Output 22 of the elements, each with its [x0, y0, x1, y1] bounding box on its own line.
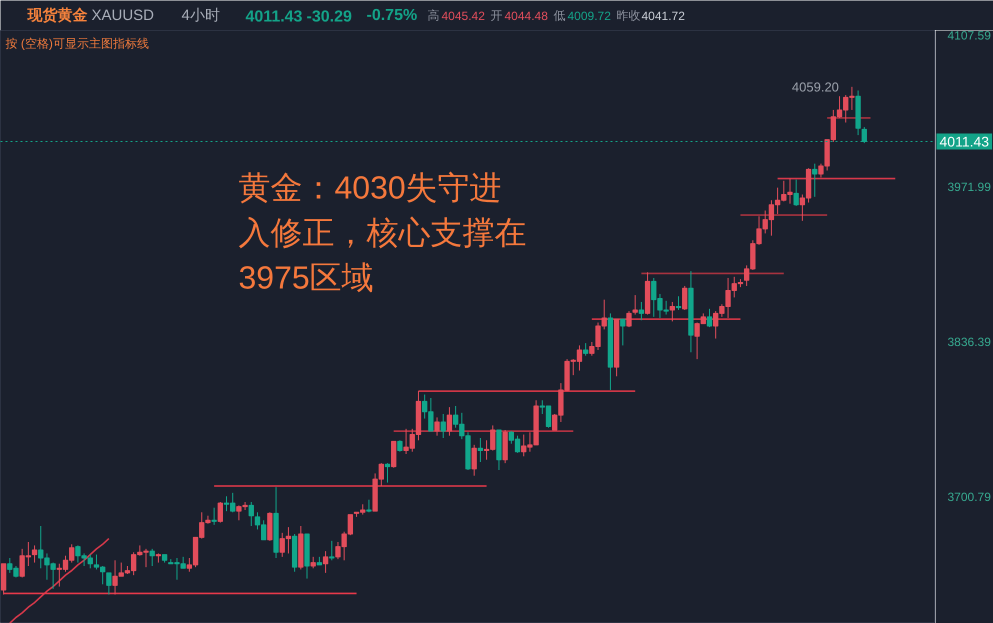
y-tick-label: 3971.99: [948, 180, 992, 194]
ref-line-label: 4011.43: [940, 133, 990, 150]
text: 4041.72: [642, 9, 686, 23]
y-tick-label: 4107.59: [948, 28, 992, 42]
annotation: 黄金：4030失守进入修正，核心支撑在3975区域: [238, 170, 526, 296]
annotation: 4059.20: [792, 79, 839, 94]
text: -30.29: [306, 8, 352, 26]
chart-subtitle: XAUUSD: [92, 7, 154, 24]
y-tick-label: 3700.79: [948, 490, 992, 504]
annotation: 按 (空格)可显示主图指标线: [6, 36, 149, 50]
text: 低: [554, 8, 566, 22]
text: -0.75%: [366, 7, 418, 24]
text: 4小时: [182, 7, 220, 24]
y-tick-label: 3836.39: [948, 335, 992, 350]
text: 4011.43: [246, 8, 303, 26]
text: 开: [490, 8, 502, 22]
text: 4044.48: [504, 9, 548, 23]
text: 4045.42: [442, 9, 486, 23]
chart-title: 现货黄金: [26, 7, 88, 24]
text: 昨收: [616, 8, 640, 22]
text: 高: [428, 8, 440, 22]
text: 4009.72: [568, 9, 612, 23]
